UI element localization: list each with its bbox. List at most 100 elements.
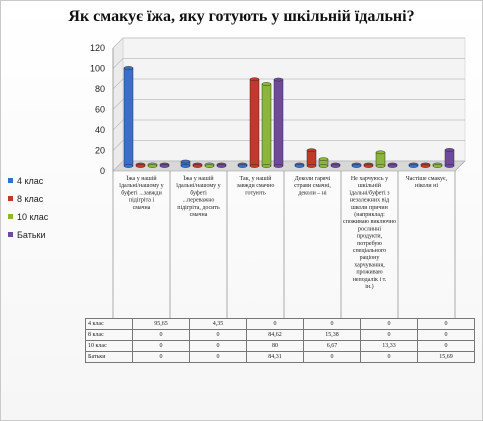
category-label: Так, у нашій завжди смачно готують bbox=[237, 175, 275, 196]
table-row-header: 4 клас bbox=[85, 318, 133, 330]
bar-1-2 bbox=[249, 79, 260, 167]
bar-base bbox=[273, 164, 284, 168]
bar-top bbox=[180, 159, 191, 164]
bar-base bbox=[375, 164, 386, 168]
category-label-line: споживаю виключно bbox=[343, 219, 396, 225]
category-label-line: Так, у нашій bbox=[240, 175, 273, 182]
category-label-line: спеціального bbox=[353, 248, 386, 254]
category-label-line: Частіше смакує, bbox=[406, 176, 448, 182]
table-cell: 15,38 bbox=[303, 329, 361, 341]
category-label-line: шкільній bbox=[358, 182, 382, 189]
gridline bbox=[112, 78, 465, 90]
table-cell: 84,31 bbox=[246, 351, 304, 363]
table-cell: 0 bbox=[303, 351, 361, 363]
bar-base bbox=[237, 164, 248, 168]
legend-label: 10 клас bbox=[17, 212, 49, 222]
bar-base bbox=[408, 164, 419, 168]
category-label-line: Не харчуюсь у bbox=[351, 176, 388, 182]
bar-0-0 bbox=[123, 67, 134, 167]
bar-base bbox=[294, 164, 305, 168]
table-cell: 0 bbox=[417, 318, 475, 330]
category-label-line: Їжа у нашій bbox=[183, 175, 214, 182]
legend-label: 8 клас bbox=[17, 194, 44, 204]
legend-label: 4 клас bbox=[17, 176, 44, 186]
category-label-line: підігріта і bbox=[129, 198, 155, 204]
category-label-line: (наприклад: bbox=[354, 211, 385, 218]
bar-1-3 bbox=[306, 149, 317, 167]
category-label: Їжа у нашій їдальні/нашому у буфеті ...пере… bbox=[176, 175, 220, 218]
category-label-line: незалежних від bbox=[350, 198, 389, 204]
bar-top bbox=[318, 157, 329, 161]
bar-base bbox=[444, 164, 455, 168]
y-tick-label: 0 bbox=[100, 166, 105, 176]
table-cell: 15,69 bbox=[417, 351, 475, 363]
category-label-line: Їжа у нашій bbox=[126, 175, 157, 182]
legend-item: 4 клас bbox=[8, 176, 48, 194]
category-label-line: завжди смачно bbox=[237, 183, 275, 189]
legend-swatch bbox=[8, 214, 13, 219]
bar-top bbox=[375, 150, 386, 155]
gridline bbox=[112, 99, 465, 110]
table-cell: 0 bbox=[189, 329, 247, 341]
bar-base bbox=[318, 164, 329, 168]
table-cell: 0 bbox=[189, 351, 247, 363]
table-cell: 95,65 bbox=[132, 318, 190, 330]
category-label: Частіше смакує, ніколи ні bbox=[406, 176, 448, 189]
table-cell: 6,67 bbox=[303, 340, 361, 352]
bar-base bbox=[330, 164, 341, 168]
bar-top bbox=[123, 66, 134, 70]
category-label-line: потребую bbox=[357, 240, 382, 247]
table-cell: 0 bbox=[417, 329, 475, 341]
table-row: Батьки 0 0 84,31 0 0 15,69 bbox=[85, 351, 475, 363]
legend-item: 10 клас bbox=[8, 212, 48, 230]
bar-2-2 bbox=[261, 83, 272, 167]
table-cell: 80 bbox=[246, 340, 304, 352]
gridline bbox=[112, 160, 465, 172]
category-label: Їжа у нашій їдальні/нашому у буфеті ...зав… bbox=[119, 175, 163, 211]
table-cell: 0 bbox=[132, 351, 190, 363]
bar-base bbox=[387, 164, 398, 168]
category-label: Не харчуюсь у шкільній їдальні/буфеті з нез… bbox=[343, 176, 396, 290]
legend-item: Батьки bbox=[8, 230, 48, 248]
table-row-header: 10 клас bbox=[85, 340, 133, 352]
bar-top bbox=[306, 148, 317, 153]
table-row: 10 клас 0 0 80 6,67 13,33 0 bbox=[85, 340, 475, 352]
category-label-line: страви смачні, bbox=[294, 183, 331, 189]
gridline bbox=[112, 119, 465, 131]
category-label-line: неподалік і т. bbox=[353, 277, 387, 283]
table-row-header: Батьки bbox=[85, 351, 133, 363]
category-label-line: смачна bbox=[190, 212, 208, 218]
category-label-line: смачна bbox=[133, 205, 151, 211]
category-label-line: раціону bbox=[360, 255, 380, 261]
category-label-line: підігріта, досить bbox=[177, 205, 220, 211]
category-label-line: школи причин bbox=[351, 205, 389, 211]
bar-base bbox=[216, 164, 227, 168]
bar-top bbox=[261, 82, 272, 86]
category-label-line: буфеті bbox=[190, 189, 207, 196]
bar-base bbox=[351, 164, 362, 168]
category-label-line: рослинні bbox=[358, 226, 381, 232]
y-tick-label: 20 bbox=[95, 146, 105, 156]
table-row: 4 клас 95,65 4,35 0 0 0 0 bbox=[85, 318, 475, 330]
bar-3-2 bbox=[273, 79, 284, 167]
category-label-line: продукти, bbox=[357, 234, 383, 240]
category-label-line: ніколи ні bbox=[415, 183, 438, 189]
bar-base bbox=[204, 164, 215, 168]
bar-base bbox=[192, 164, 203, 168]
bar-base bbox=[249, 164, 260, 168]
category-label-line: буфеті ...завжди bbox=[121, 189, 162, 196]
bar-base bbox=[420, 164, 431, 168]
legend-label: Батьки bbox=[17, 230, 46, 240]
y-tick-label: 60 bbox=[95, 105, 105, 115]
bar-top bbox=[444, 148, 455, 152]
gridline bbox=[112, 37, 465, 49]
category-label-line: ...переважно bbox=[183, 198, 215, 204]
category-label-line: проживаю bbox=[356, 270, 383, 276]
y-tick-label: 80 bbox=[95, 84, 105, 94]
bar-base bbox=[123, 164, 134, 168]
table-cell: 84,62 bbox=[246, 329, 304, 341]
y-tick-label: 40 bbox=[95, 125, 105, 135]
bar-base bbox=[432, 164, 443, 168]
y-tick-label: 100 bbox=[90, 64, 105, 74]
bar-base bbox=[135, 164, 146, 168]
